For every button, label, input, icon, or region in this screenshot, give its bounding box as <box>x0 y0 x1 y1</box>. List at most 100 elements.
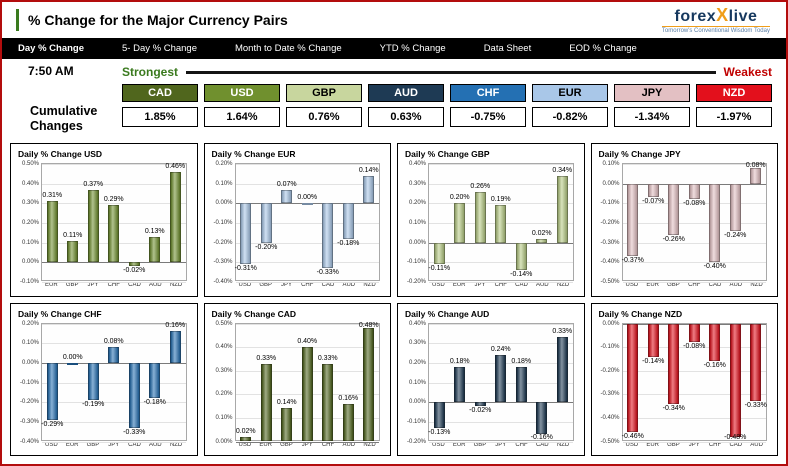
title-bar: % Change for the Major Currency Pairs fo… <box>2 2 786 38</box>
bar <box>668 183 680 235</box>
bar-value-label: 0.24% <box>490 345 511 353</box>
gridline <box>235 262 379 264</box>
bar-value-label: 0.00% <box>297 194 318 202</box>
chart-panel: Daily % Change CAD 0.50% 0.40% 0.30% 0.20% 0… <box>203 302 391 456</box>
y-tick-label: -0.20% <box>600 367 620 374</box>
currency-cumulative-value: 0.63% <box>368 107 444 127</box>
gridline <box>235 242 379 244</box>
currency-cumulative-value: 0.76% <box>286 107 362 127</box>
bar <box>281 408 293 442</box>
x-tick-label: USD <box>625 282 639 288</box>
bar <box>67 240 79 263</box>
logo-x-icon: X <box>716 4 729 25</box>
bar <box>536 238 548 243</box>
chart-panel: Daily % Change JPY 0.10% 0.00% -0.10% -0.20… <box>590 143 778 297</box>
nav-tab[interactable]: 5- Day % Change <box>122 43 197 54</box>
chart-title: Daily % Change CAD <box>211 308 297 319</box>
y-tick-label: -0.20% <box>406 438 426 445</box>
currency-column: CAD 1.85% <box>122 84 198 127</box>
bar <box>474 402 486 407</box>
bar <box>281 189 293 204</box>
bar <box>709 323 721 362</box>
y-tick-label: 0.20% <box>21 320 39 327</box>
y-tick-label: -0.10% <box>406 259 426 266</box>
y-tick-label: -0.10% <box>19 279 39 285</box>
bar <box>433 402 445 428</box>
nav-tab[interactable]: Data Sheet <box>483 43 532 54</box>
bar <box>342 203 354 239</box>
currency-code-cell: USD <box>204 84 280 102</box>
bar-value-label: 0.48% <box>358 321 379 329</box>
chart-plot-area: 0.50% 0.40% 0.30% 0.20% 0.10% 0.00% -0.10% 0.31… <box>20 161 187 285</box>
y-tick-label: -0.20% <box>406 279 426 285</box>
chart-body: 0.50% 0.40% 0.30% 0.20% 0.10% 0.00% -0.10% 0.31… <box>20 161 187 292</box>
bar <box>301 203 313 206</box>
gridline <box>42 323 186 325</box>
y-tick-label: -0.10% <box>213 220 233 226</box>
weakest-label: Weakest <box>723 65 772 79</box>
bar-value-label: -0.40% <box>703 263 726 271</box>
x-tick-label: GBP <box>667 441 680 448</box>
currency-code-cell: CHF <box>450 84 526 102</box>
bar <box>169 171 181 263</box>
x-tick-label: JPY <box>495 441 507 448</box>
nav-tab[interactable]: YTD % Change <box>379 43 446 54</box>
bar <box>536 402 548 434</box>
bar <box>495 354 507 403</box>
currency-code-cell: CAD <box>122 84 198 102</box>
chart-body: 0.20% 0.10% 0.00% -0.10% -0.20% -0.30% -0.40% -… <box>213 161 380 292</box>
gridline <box>429 164 573 165</box>
currency-column: EUR -0.82% <box>532 84 608 127</box>
y-tick-label: -0.40% <box>600 414 620 421</box>
forexlive-logo[interactable]: forexXlive Tomorrow's Conventional Wisdo… <box>661 4 776 34</box>
nav-tab[interactable]: Month to Date % Change <box>234 43 342 54</box>
nav-tab[interactable]: EOD % Change <box>569 43 637 54</box>
x-tick-label: GBP <box>280 441 293 448</box>
y-tick-label: -0.40% <box>19 438 39 445</box>
x-tick-label: AUD <box>535 282 549 288</box>
summary-section: 7:50 AM Cumulative Changes Strongest Wea… <box>2 59 786 139</box>
chart-plot-area: 0.50% 0.40% 0.30% 0.20% 0.10% 0.00% 0.02% 0.33%… <box>215 321 380 445</box>
bar-value-label: 0.40% <box>297 338 318 346</box>
y-tick-label: 0.30% <box>215 367 233 374</box>
nav-tab[interactable]: Day % Change <box>18 43 84 54</box>
x-tick-label: CAD <box>729 441 743 448</box>
gridline <box>622 223 766 224</box>
bar-value-label: 0.18% <box>511 357 532 365</box>
gridline <box>42 382 186 384</box>
y-tick-label: 0.20% <box>408 359 426 366</box>
bar <box>240 436 252 442</box>
y-tick-label: 0.10% <box>408 220 426 226</box>
bar-value-label: -0.33% <box>123 428 146 436</box>
y-tick-label: -0.20% <box>213 239 233 246</box>
gridline <box>42 183 186 185</box>
gridline <box>235 323 379 325</box>
bar <box>515 242 527 271</box>
chart-x-axis: USD EUR GBP JPY CHF AUD NZD <box>235 442 381 452</box>
bar <box>46 201 58 263</box>
x-tick-label: CHF <box>688 282 701 288</box>
x-tick-label: JPY <box>280 282 292 288</box>
y-tick-label: 0.30% <box>408 180 426 187</box>
bar-value-label: -0.34% <box>662 404 685 412</box>
x-tick-label: GBP <box>667 282 680 288</box>
y-tick-label: 0.40% <box>408 320 426 327</box>
x-tick-label: JPY <box>108 441 120 448</box>
x-tick-label: CHF <box>107 282 120 288</box>
y-tick-label: 0.00% <box>21 359 39 366</box>
chart-title: Daily % Change JPY <box>598 149 681 159</box>
summary-left-column: 7:50 AM Cumulative Changes <box>16 64 122 139</box>
bar <box>260 363 272 442</box>
bar <box>169 331 181 363</box>
bar-value-label: 0.46% <box>165 162 186 170</box>
x-tick-label: JPY <box>474 282 486 288</box>
y-tick-label: 0.50% <box>21 161 39 167</box>
gridline <box>42 164 186 165</box>
bar <box>474 191 486 243</box>
bar <box>688 323 700 343</box>
x-tick-label: AUD <box>342 282 356 288</box>
gridline <box>235 164 379 165</box>
logo-forex-text: forex <box>674 7 717 25</box>
bar-value-label: -0.46% <box>621 433 644 441</box>
bar-value-label: 0.16% <box>338 394 359 402</box>
